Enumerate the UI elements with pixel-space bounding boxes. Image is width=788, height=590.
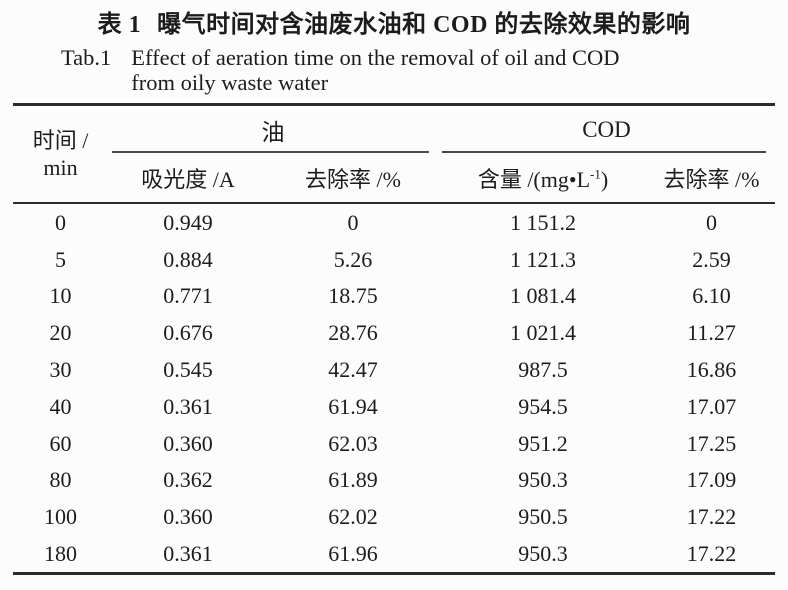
cell-cod-content: 950.3 — [518, 540, 568, 566]
table-header: 时间 / min 油 COD 吸光度 /A 去除率 /% 含量 /(mg•L-1… — [13, 104, 775, 205]
cell-time: 80 — [49, 467, 72, 493]
cell-cod-content: 950.3 — [518, 467, 568, 493]
cell-oil-removal: 61.94 — [328, 393, 378, 419]
column-header-oil-removal: 去除率 /% — [268, 153, 438, 205]
table-title-en-line1: Effect of aeration time on the removal o… — [131, 45, 620, 70]
cell-oil-removal: 62.02 — [328, 504, 378, 530]
cell-oil-removal: 28.76 — [328, 320, 378, 346]
cell-time: 180 — [44, 540, 77, 566]
cell-cod-content: 1 151.2 — [510, 209, 576, 235]
table-title-text-en: Effect of aeration time on the removal o… — [131, 45, 619, 95]
cell-cod-content: 951.2 — [518, 430, 568, 456]
table-row: 40 0.361 61.94 954.5 17.07 — [13, 388, 775, 425]
cell-oil-absorbance: 0.676 — [163, 320, 213, 346]
table-row: 100 0.360 62.02 950.5 17.22 — [13, 499, 775, 536]
column-header-cod-removal: 去除率 /% — [648, 153, 775, 205]
table-row: 0 0.949 0 1 151.2 0 — [13, 203, 775, 241]
cell-cod-removal: 16.86 — [686, 356, 737, 382]
cell-oil-absorbance: 0.361 — [163, 393, 213, 419]
table-number-label-zh: 表 1 — [97, 12, 142, 38]
cell-oil-removal: 61.89 — [328, 467, 378, 493]
cod-content-superscript: -1 — [590, 166, 601, 182]
cell-cod-removal: 0 — [706, 209, 717, 235]
cell-oil-absorbance: 0.545 — [163, 356, 213, 382]
column-header-absorbance: 吸光度 /A — [108, 153, 268, 205]
column-header-time: 时间 / min — [13, 104, 108, 205]
cell-cod-content: 987.5 — [518, 356, 568, 382]
table-row: 30 0.545 42.47 987.5 16.86 — [13, 352, 775, 389]
cell-cod-removal: 17.09 — [686, 467, 737, 493]
cell-oil-removal: 42.47 — [328, 356, 378, 382]
cell-oil-removal: 61.96 — [328, 540, 378, 566]
table-row: 180 0.361 61.96 950.3 17.22 — [13, 536, 775, 574]
cod-content-label: 含量 /(mg•L — [477, 166, 591, 192]
cell-oil-removal: 0 — [347, 209, 359, 235]
cell-cod-removal: 6.10 — [692, 283, 731, 309]
cell-cod-removal: 2.59 — [692, 246, 731, 272]
cell-cod-content: 1 081.4 — [510, 283, 576, 309]
table-row: 10 0.771 18.75 1 081.4 6.10 — [13, 278, 775, 315]
table-row: 20 0.676 28.76 1 021.4 11.27 — [13, 315, 775, 352]
cell-cod-content: 950.5 — [518, 504, 568, 530]
cell-oil-absorbance: 0.361 — [163, 540, 213, 566]
cell-time: 10 — [49, 283, 72, 309]
cell-oil-absorbance: 0.360 — [163, 430, 213, 456]
table-title-text-zh: 曝气时间对含油废水油和 COD 的去除效果的影响 — [157, 12, 691, 38]
table-row: 80 0.362 61.89 950.3 17.09 — [13, 462, 775, 499]
cell-cod-removal: 17.22 — [686, 504, 737, 530]
cell-cod-removal: 17.07 — [686, 393, 737, 419]
cell-cod-content: 954.5 — [518, 393, 568, 419]
time-header-line1: 时间 / — [32, 127, 89, 153]
table-body: 0 0.949 0 1 151.2 0 5 0.884 5.26 1 121.3… — [13, 203, 775, 573]
cell-oil-absorbance: 0.884 — [163, 246, 213, 272]
table-title-en-line2: from oily waste water — [131, 70, 329, 96]
cod-content-label-suffix: ) — [600, 166, 609, 192]
cell-oil-removal: 18.75 — [328, 283, 378, 309]
cell-time: 30 — [49, 356, 72, 382]
cell-cod-removal: 11.27 — [687, 320, 736, 346]
table-title-chinese: 表 1 曝气时间对含油废水油和 COD 的去除效果的影响 — [13, 10, 775, 40]
cell-time: 0 — [55, 209, 66, 235]
table-title-english: Tab.1 Effect of aeration time on the rem… — [61, 45, 775, 95]
cell-oil-removal: 62.03 — [328, 430, 378, 456]
cell-cod-content: 1 021.4 — [510, 320, 576, 346]
aeration-results-table: 时间 / min 油 COD 吸光度 /A 去除率 /% 含量 /(mg•L-1… — [13, 103, 775, 576]
paper-page: 表 1 曝气时间对含油废水油和 COD 的去除效果的影响 Tab.1 Effect… — [13, 10, 775, 576]
cell-oil-absorbance: 0.771 — [163, 283, 213, 309]
cell-cod-content: 1 121.3 — [510, 246, 576, 272]
time-header-line2: min — [43, 155, 78, 181]
cell-time: 40 — [49, 393, 72, 419]
cell-oil-absorbance: 0.949 — [163, 209, 213, 235]
cell-time: 20 — [49, 320, 72, 346]
group-header-oil: 油 — [108, 105, 438, 154]
table-row: 5 0.884 5.26 1 121.3 2.59 — [13, 241, 775, 278]
cell-cod-removal: 17.25 — [686, 430, 737, 456]
sub-header-row: 吸光度 /A 去除率 /% 含量 /(mg•L-1) 去除率 /% — [13, 153, 775, 205]
table-row: 60 0.360 62.03 951.2 17.25 — [13, 425, 775, 462]
cell-oil-absorbance: 0.360 — [163, 504, 213, 530]
group-header-row: 时间 / min 油 COD — [13, 104, 775, 205]
cell-time: 5 — [55, 246, 66, 272]
cell-cod-removal: 17.22 — [686, 540, 737, 566]
group-header-cod: COD — [438, 105, 775, 154]
cell-oil-removal: 5.26 — [333, 246, 373, 272]
cell-oil-absorbance: 0.362 — [163, 467, 213, 493]
column-header-cod-content: 含量 /(mg•L-1) — [438, 153, 648, 205]
cell-time: 100 — [44, 504, 77, 530]
table-number-label-en: Tab.1 — [61, 45, 112, 70]
cell-time: 60 — [49, 430, 72, 456]
